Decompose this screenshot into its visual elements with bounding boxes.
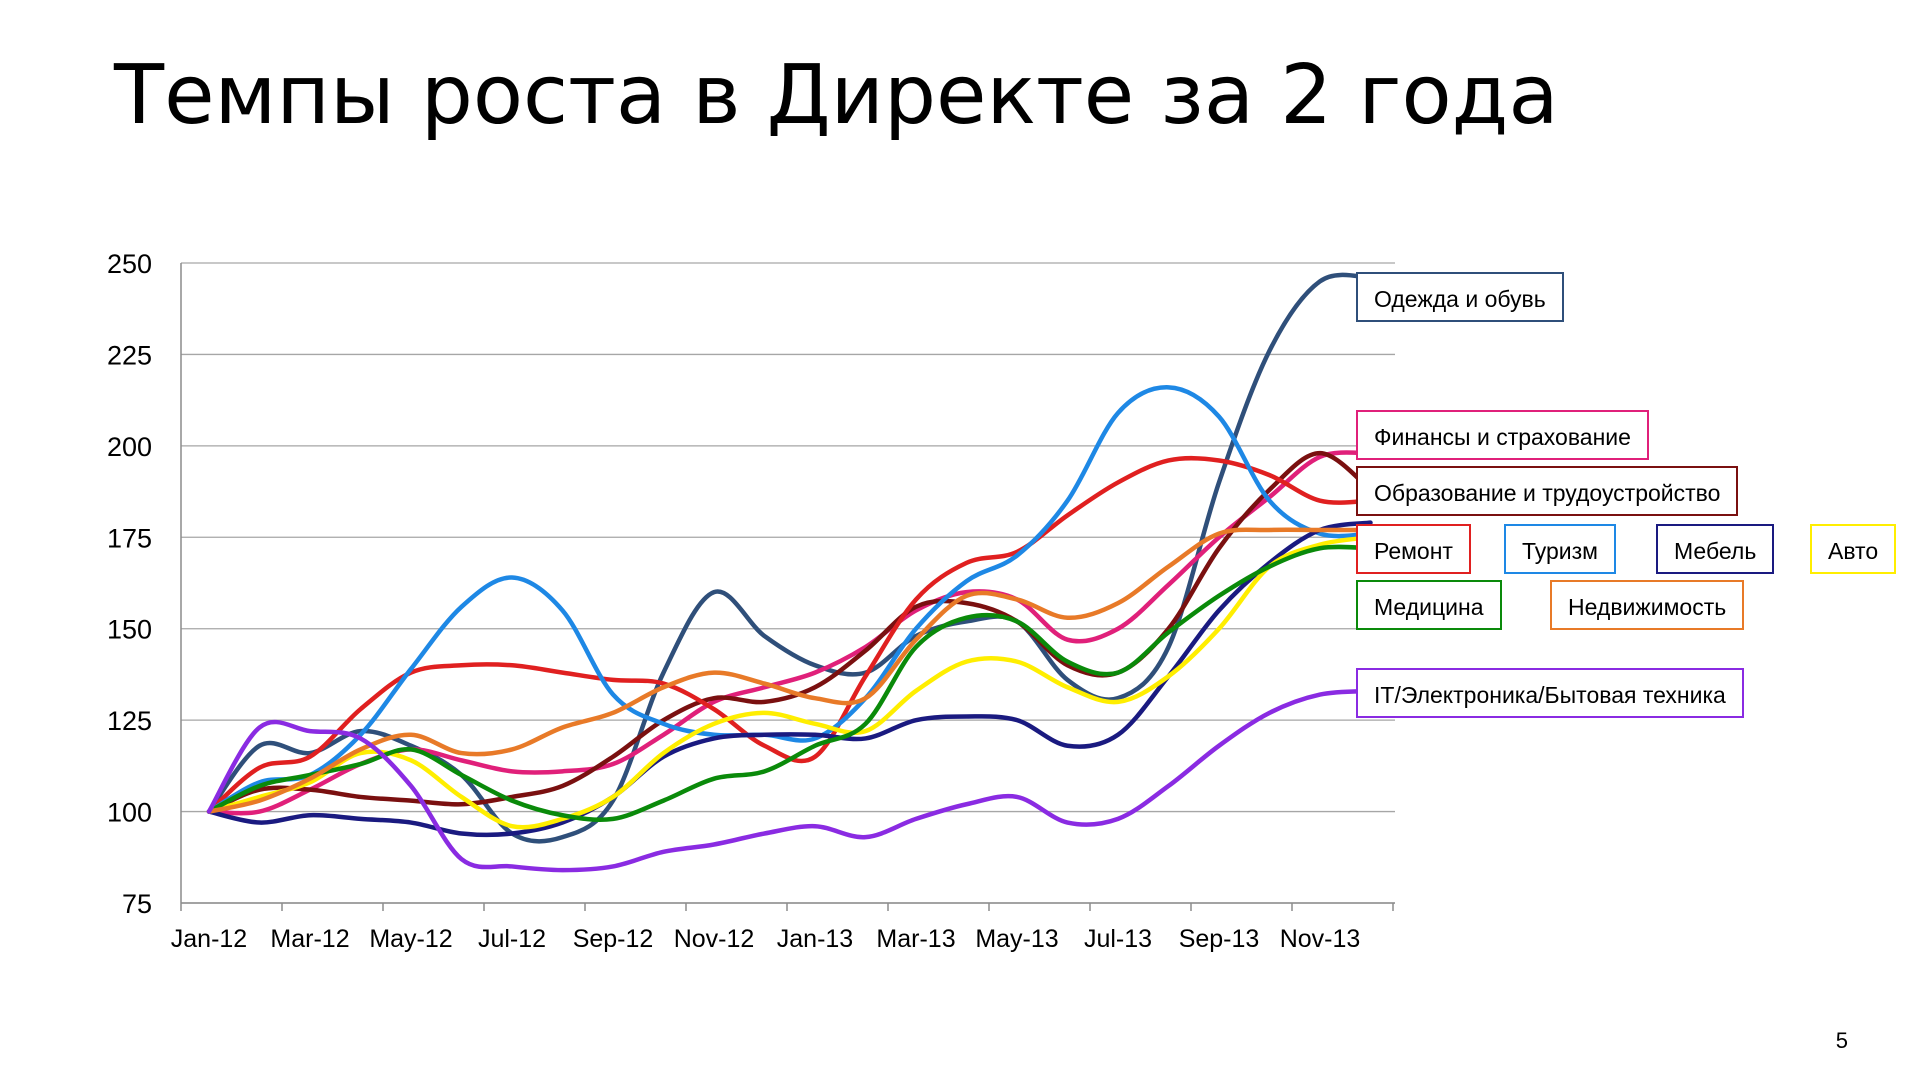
y-tick-label: 100: [107, 798, 152, 828]
legend-item: Недвижимость: [1550, 580, 1745, 630]
x-tick-label: Mar-13: [876, 925, 955, 953]
y-tick-label: 150: [107, 615, 152, 645]
x-tick-label: Sep-12: [573, 925, 654, 953]
y-tick-label: 200: [107, 432, 152, 462]
x-tick-label: May-13: [975, 925, 1058, 953]
y-tick-label: 250: [107, 249, 152, 279]
legend-item: Образование и трудоустройство: [1356, 466, 1739, 516]
series-line: [206, 272, 1373, 844]
y-tick-label: 125: [107, 706, 152, 736]
series-line: [206, 385, 1373, 814]
slide-title: Темпы роста в Директе за 2 года: [114, 48, 1559, 143]
legend-item: IT/Электроника/Бытовая техника: [1356, 668, 1744, 718]
series-line: [206, 688, 1373, 873]
x-tick-label: Jan-12: [171, 925, 247, 953]
series-line: [206, 450, 1373, 814]
x-tick-label: Mar-12: [270, 925, 349, 953]
legend-item: Одежда и обувь: [1356, 272, 1564, 322]
series-line: [206, 520, 1373, 838]
x-tick-label: Jul-12: [478, 925, 546, 953]
page-number: 5: [1835, 1028, 1848, 1053]
x-tick-label: Jul-13: [1084, 925, 1152, 953]
x-tick-label: Sep-13: [1179, 925, 1260, 953]
grid-layer: [181, 262, 1395, 904]
legend-item: Медицина: [1356, 580, 1502, 630]
series-line: [206, 544, 1373, 823]
series-line: [206, 535, 1373, 830]
x-tick-label: May-12: [369, 925, 452, 953]
y-tick-label: 225: [107, 340, 152, 370]
axis-layer: 75 100 125 150 175 200 225 250 Jan-12 Mar-12 May-1…: [107, 249, 1395, 953]
x-tick-label: Jan-13: [777, 925, 853, 953]
y-tick-label: 175: [107, 523, 152, 553]
x-tick-label: Nov-13: [1280, 925, 1361, 953]
series-line: [206, 455, 1373, 814]
series-layer: [206, 272, 1373, 873]
series-line: [206, 527, 1373, 814]
y-tick-label: 75: [122, 889, 152, 919]
legend-item: Авто: [1810, 524, 1897, 574]
legend-item: Туризм: [1504, 524, 1616, 574]
x-tick-label: Nov-12: [674, 925, 755, 953]
legend-item: Мебель: [1656, 524, 1775, 574]
legend-item: Финансы и страхование: [1356, 410, 1649, 460]
legend-item: Ремонт: [1356, 524, 1471, 574]
